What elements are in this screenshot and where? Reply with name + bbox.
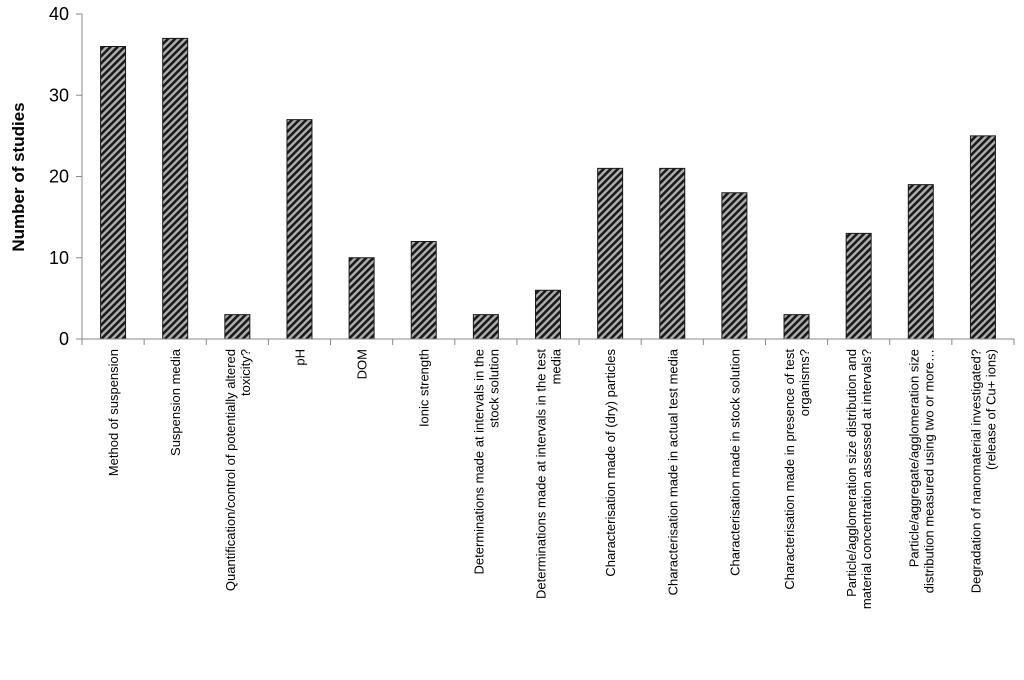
category-labels: Method of suspension Suspension media Quan… — [106, 348, 998, 609]
category-label: Degradation of nanomaterial investigated… — [968, 349, 983, 593]
y-tick-label: 30 — [49, 85, 69, 105]
category-label: Determinations made at intervals in the — [471, 349, 486, 574]
bar — [348, 257, 375, 340]
y-tick-label: 0 — [59, 329, 69, 349]
category-label: Suspension media — [168, 348, 183, 456]
bars — [100, 37, 996, 340]
bar — [969, 135, 996, 340]
bar — [721, 192, 748, 340]
category-label: Determinations made at intervals in the … — [534, 349, 549, 599]
category-label: material concentration assessed at inter… — [859, 349, 874, 609]
bar — [597, 167, 624, 340]
bar — [100, 46, 127, 340]
axes — [81, 14, 1015, 345]
y-axis-title: Number of studies — [9, 102, 28, 251]
category-label: DOM — [355, 349, 370, 379]
bar — [783, 314, 810, 340]
y-axis-ticks: 0 10 20 30 40 — [49, 4, 82, 349]
bar — [659, 167, 686, 340]
bar — [286, 119, 313, 340]
category-label: Particle/agglomeration size distribution… — [844, 349, 859, 597]
bar — [535, 289, 561, 340]
category-label: pH — [292, 349, 307, 366]
y-tick-label: 40 — [49, 4, 69, 24]
bar — [224, 314, 251, 340]
bar — [907, 184, 934, 340]
category-label: (release of Cu+ ions) — [983, 349, 998, 470]
category-label: stock solution — [486, 349, 501, 428]
category-label: distribution measured using two or more… — [921, 349, 936, 593]
category-label: organisms? — [797, 349, 812, 416]
category-label: Characterisation made in stock solution — [727, 349, 742, 576]
category-label: toxicity? — [238, 349, 253, 396]
category-label: Method of suspension — [106, 349, 121, 476]
category-label: Particle/aggregate/agglomeration size — [906, 349, 921, 567]
bar — [162, 37, 189, 340]
category-label: Characterisation made in actual test med… — [665, 348, 680, 595]
category-label: Ionic strength — [417, 349, 432, 427]
bar — [845, 232, 872, 340]
category-label: Quantification/control of potentially al… — [223, 349, 238, 591]
bar — [410, 241, 437, 340]
bar — [472, 314, 499, 340]
category-label: Characterisation made of (dry) particles — [603, 349, 618, 577]
y-tick-label: 20 — [49, 167, 69, 187]
y-tick-label: 10 — [49, 248, 69, 268]
category-label: Characterisation made in presence of tes… — [782, 349, 797, 590]
category-label: media — [549, 348, 564, 384]
